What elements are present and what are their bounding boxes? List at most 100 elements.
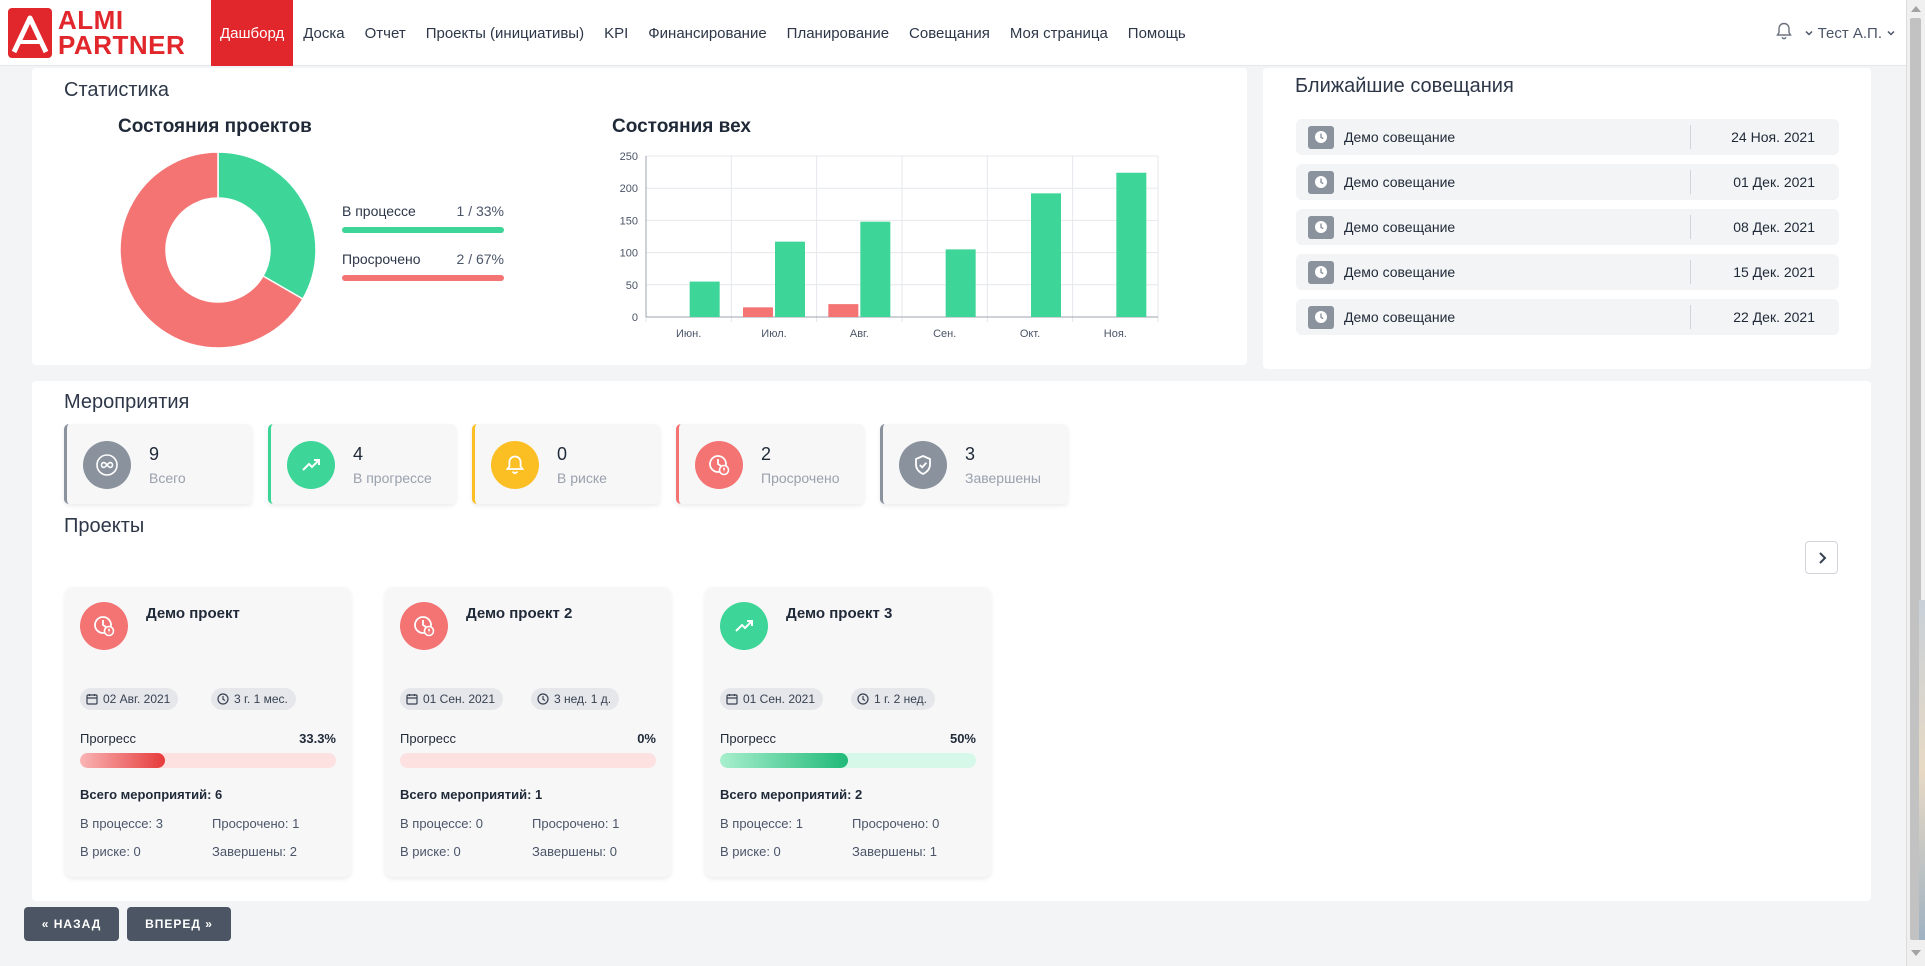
start-date-chip: 01 Сен. 2021: [720, 688, 824, 710]
forward-button[interactable]: ВПЕРЕД »: [127, 907, 231, 941]
logo-line-1: ALMI: [58, 5, 124, 35]
bar: [775, 241, 805, 317]
nav-item-my-page[interactable]: Моя страница: [1009, 24, 1108, 42]
scroll-thumb[interactable]: [1910, 18, 1921, 940]
x-tick-label: Июл.: [761, 328, 786, 340]
scroll-up-icon[interactable]: [1911, 6, 1921, 12]
project-card[interactable]: Демо проект 2 01 Сен. 2021 3 нед. 1 д. П…: [385, 587, 671, 877]
nav-item-planning[interactable]: Планирование: [786, 24, 890, 42]
progress-fill: [80, 753, 166, 768]
kpi-label: Всего: [149, 470, 186, 486]
nav-item-dashboard[interactable]: Дашборд: [211, 0, 294, 66]
top-navbar: ALMI PARTNER Дашборд Доска Отчет Проекты…: [0, 0, 1906, 66]
at-risk-count: В риске: 0: [80, 844, 141, 859]
notification-bell-icon[interactable]: [1774, 21, 1794, 45]
x-tick-label: Сен.: [933, 328, 956, 340]
bell-icon: [491, 441, 539, 489]
clock-icon: [857, 693, 869, 705]
nav-item-projects[interactable]: Проекты (инициативы): [425, 24, 585, 42]
divider: [1690, 305, 1691, 329]
kpi-label: Завершены: [965, 470, 1041, 486]
infinity-icon: [83, 441, 131, 489]
x-tick-label: Окт.: [1020, 328, 1040, 340]
shield-check-icon: [899, 441, 947, 489]
donut-slice: [217, 151, 317, 301]
y-tick-label: 250: [620, 151, 638, 163]
duration-chip: 3 нед. 1 д.: [531, 688, 620, 710]
overdue-count: Просрочено: 1: [532, 816, 620, 831]
clock-alert-icon: [80, 602, 128, 650]
logo-mark-icon: [8, 8, 52, 58]
meeting-row[interactable]: Демо совещание 08 Дек. 2021: [1296, 209, 1839, 245]
clock-icon: [1308, 171, 1334, 194]
progress-label: Прогресс: [80, 731, 137, 746]
y-tick-label: 150: [620, 215, 638, 227]
projects-donut-chart: [119, 151, 317, 349]
project-name: Демо проект: [146, 605, 240, 622]
back-button[interactable]: « НАЗАД: [24, 907, 119, 941]
start-date: 02 Авг. 2021: [103, 692, 171, 706]
calendar-icon: [86, 694, 98, 705]
events-total: Всего мероприятий: 1: [400, 787, 543, 802]
progress-bar: [400, 753, 656, 768]
progress-value: 50%: [949, 731, 976, 746]
meeting-date: 01 Дек. 2021: [1733, 174, 1815, 190]
chevron-down-icon: [1805, 30, 1813, 36]
completed-count: Завершены: 1: [852, 844, 937, 859]
project-name: Демо проект 2: [466, 605, 573, 622]
meeting-date: 24 Ноя. 2021: [1731, 129, 1815, 145]
x-tick-label: Ноя.: [1104, 328, 1127, 340]
scroll-down-icon[interactable]: [1911, 950, 1921, 956]
clock-icon: [1308, 306, 1334, 329]
duration: 3 г. 1 мес.: [234, 692, 288, 706]
meeting-date: 15 Дек. 2021: [1733, 264, 1815, 280]
overdue-count: Просрочено: 0: [852, 816, 940, 831]
events-total: Всего мероприятий: 2: [720, 787, 863, 802]
bar: [1031, 193, 1061, 317]
kpi-label: Просрочено: [761, 470, 840, 486]
divider: [1690, 260, 1691, 284]
nav-item-board[interactable]: Доска: [303, 24, 345, 42]
legend-value: 1 / 33%: [456, 203, 504, 219]
meeting-row[interactable]: Демо совещание 15 Дек. 2021: [1296, 254, 1839, 290]
duration-chip: 1 г. 2 нед.: [851, 688, 935, 710]
divider: [1690, 215, 1691, 239]
divider: [1690, 170, 1691, 194]
project-card[interactable]: Демо проект 02 Авг. 2021 3 г. 1 мес. Про…: [65, 587, 351, 877]
user-name: Тест А.П.: [1817, 24, 1882, 42]
meetings-title: Ближайшие совещания: [1295, 75, 1514, 97]
meeting-row[interactable]: Демо совещание 01 Дек. 2021: [1296, 164, 1839, 200]
nav-item-financing[interactable]: Финансирование: [648, 24, 767, 42]
kpi-count: 9: [149, 444, 160, 464]
legend-label: Просрочено: [342, 251, 421, 267]
kpi-label: В риске: [557, 470, 607, 486]
projects-next-button[interactable]: [1805, 541, 1838, 574]
meeting-row[interactable]: Демо совещание 24 Ноя. 2021: [1296, 119, 1839, 155]
kpi-completed[interactable]: 3 Завершены: [880, 424, 1068, 504]
meeting-row[interactable]: Демо совещание 22 Дек. 2021: [1296, 299, 1839, 335]
y-tick-label: 0: [632, 312, 638, 324]
legend-bar: [342, 227, 504, 233]
clock-icon: [1308, 261, 1334, 284]
project-card[interactable]: Демо проект 3 01 Сен. 2021 1 г. 2 нед. П…: [705, 587, 991, 877]
kpi-label: В прогрессе: [353, 470, 432, 486]
kpi-at-risk[interactable]: 0 В риске: [472, 424, 660, 504]
milestones-bar-chart: 0 50 100 150 200 250 Июн. Июл. Авг. Сен. Окт. Ноя.: [620, 151, 1159, 340]
kpi-total[interactable]: 9 Всего: [64, 424, 252, 504]
main-nav: Дашборд Доска Отчет Проекты (инициативы)…: [211, 0, 1196, 66]
progress-fill: [720, 753, 848, 768]
bar: [743, 307, 773, 317]
at-risk-count: В риске: 0: [720, 844, 781, 859]
legend-bar: [342, 275, 504, 281]
events-total: Всего мероприятий: 6: [80, 787, 223, 802]
nav-item-report[interactable]: Отчет: [364, 24, 406, 42]
user-menu[interactable]: Тест А.П.: [1804, 25, 1896, 42]
kpi-overdue[interactable]: 2 Просрочено: [676, 424, 864, 504]
nav-item-help[interactable]: Помощь: [1127, 24, 1186, 42]
calendar-icon: [726, 694, 738, 705]
nav-item-meetings[interactable]: Совещания: [909, 24, 990, 42]
kpi-in-progress[interactable]: 4 В прогрессе: [268, 424, 456, 504]
nav-item-kpi[interactable]: KPI: [604, 24, 629, 42]
brand-logo[interactable]: ALMI PARTNER: [6, 6, 196, 60]
meeting-name: Демо совещание: [1344, 219, 1456, 235]
